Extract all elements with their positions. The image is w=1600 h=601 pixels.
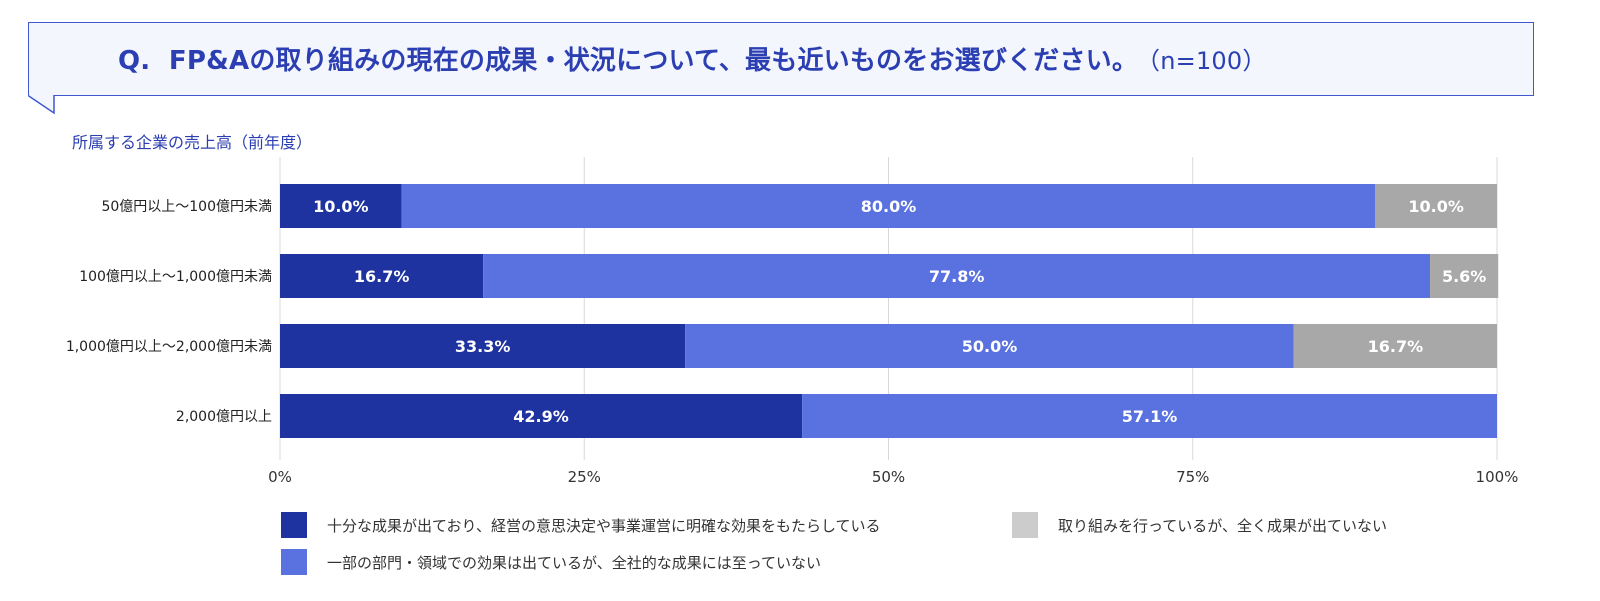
data-label-1-series-1: 77.8%	[929, 267, 985, 286]
question-prefix: Q.	[118, 46, 151, 76]
legend-label-1: 十分な成果が出ており、経営の意思決定や事業運営に明確な効果をもたらしている	[327, 517, 881, 535]
speech-tail-icon	[28, 95, 55, 115]
bar-0-series-0	[280, 184, 402, 228]
legend-swatch-1	[281, 512, 307, 538]
data-label-0-series-2: 10.0%	[1408, 197, 1464, 216]
x-tick-label-1: 25%	[568, 468, 601, 486]
category-label-0: 50億円以上〜100億円未満	[101, 199, 272, 215]
question-title: Q. FP&Aの取り組みの現在の成果・状況について、最も近いものをお選びください…	[118, 40, 1267, 77]
data-label-1-series-2: 5.6%	[1442, 267, 1486, 286]
bar-1-series-0	[280, 254, 484, 298]
bar-3-series-1	[802, 394, 1497, 438]
question-text: FP&Aの取り組みの現在の成果・状況について、最も近いものをお選びください。	[168, 46, 1139, 76]
data-label-1-series-0: 16.7%	[354, 267, 410, 286]
bar-0-series-1	[401, 184, 1376, 228]
data-label-2-series-1: 50.0%	[962, 337, 1018, 356]
x-tick-label-2: 50%	[872, 468, 905, 486]
bar-2-series-1	[685, 324, 1294, 368]
legend-swatch-3	[1012, 512, 1038, 538]
sample-size: （n=100）	[1148, 47, 1267, 75]
x-tick-label-0: 0%	[268, 468, 292, 486]
data-label-2-series-2: 16.7%	[1368, 337, 1424, 356]
category-label-2: 1,000億円以上〜2,000億円未満	[66, 339, 272, 355]
bar-0-series-2	[1375, 184, 1497, 228]
legend-label-3: 取り組みを行っているが、全く成果が出ていない	[1058, 517, 1387, 535]
bar-3-series-0	[280, 394, 803, 438]
category-label-3: 2,000億円以上	[176, 409, 272, 425]
legend-label-2: 一部の部門・領域での効果は出ているが、全社的な成果には至っていない	[327, 554, 821, 572]
bar-1-series-2	[1430, 254, 1499, 298]
chart-subtitle: 所属する企業の売上高（前年度）	[72, 133, 313, 152]
bar-2-series-2	[1293, 324, 1497, 368]
x-tick-label-3: 75%	[1176, 468, 1209, 486]
question-box	[28, 22, 1534, 96]
bar-2-series-0	[280, 324, 686, 368]
data-label-0-series-0: 10.0%	[313, 197, 369, 216]
data-label-0-series-1: 80.0%	[861, 197, 917, 216]
legend-swatch-2	[281, 549, 307, 575]
data-label-3-series-1: 57.1%	[1122, 407, 1178, 426]
data-label-3-series-0: 42.9%	[513, 407, 569, 426]
x-tick-label-4: 100%	[1476, 468, 1519, 486]
data-label-2-series-0: 33.3%	[455, 337, 511, 356]
bar-1-series-1	[483, 254, 1431, 298]
category-label-1: 100億円以上〜1,000億円未満	[79, 269, 272, 285]
